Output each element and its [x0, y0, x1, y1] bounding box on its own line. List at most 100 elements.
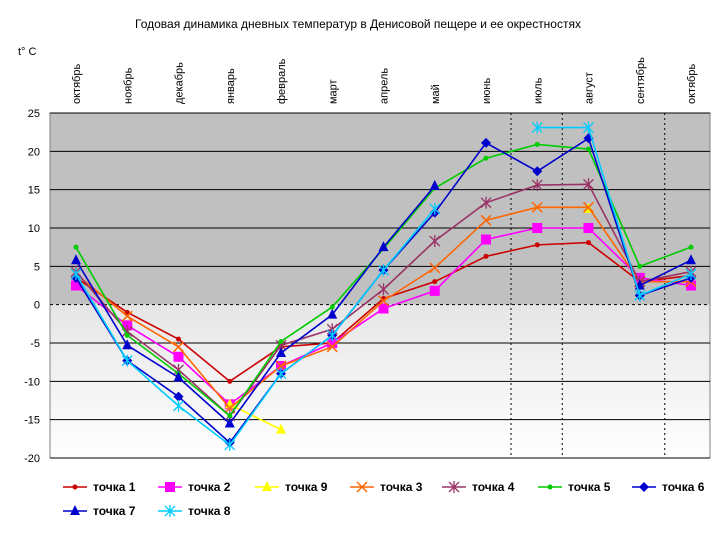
- data-point: [688, 244, 694, 250]
- data-point: [329, 304, 335, 310]
- series-точка-7: [71, 179, 696, 428]
- data-point: [71, 254, 81, 265]
- month-label: октябрь: [71, 64, 83, 104]
- data-point: [534, 242, 540, 248]
- data-point: [377, 295, 390, 307]
- legend-label: точка 3: [380, 480, 423, 494]
- data-point: [224, 438, 236, 451]
- data-point: [173, 371, 184, 382]
- data-point: [429, 235, 441, 248]
- data-point: [586, 240, 591, 246]
- data-point: [583, 223, 594, 233]
- data-point: [326, 329, 338, 342]
- data-point: [122, 339, 133, 350]
- y-tick-label: 5: [34, 261, 40, 273]
- data-point: [480, 214, 492, 226]
- y-tick-label: 15: [28, 185, 40, 197]
- data-point: [70, 268, 82, 280]
- data-point: [173, 391, 184, 402]
- data-point: [224, 417, 235, 428]
- month-label: февраль: [276, 58, 288, 104]
- series-line: [229, 403, 282, 431]
- series-line: [75, 185, 436, 425]
- data-point: [686, 254, 696, 265]
- data-point: [483, 155, 489, 161]
- data-point: [262, 481, 272, 491]
- data-point: [327, 308, 338, 319]
- legend-label: точка 9: [285, 480, 328, 494]
- data-point: [326, 341, 338, 353]
- y-tick-label: 10: [28, 223, 40, 235]
- data-point: [634, 289, 646, 302]
- month-label: декабрь: [174, 62, 186, 104]
- data-point: [73, 244, 79, 250]
- month-labels: октябрь ноябрь декабрь январь февраль март апр…: [71, 57, 698, 104]
- month-label: ноябрь: [122, 67, 134, 104]
- data-point: [275, 360, 287, 372]
- y-axis-label: t° C: [18, 46, 37, 58]
- data-point: [685, 268, 697, 280]
- data-point: [378, 264, 389, 277]
- data-point: [532, 166, 543, 177]
- month-label: июнь: [481, 78, 493, 104]
- month-label: сентябрь: [635, 57, 647, 104]
- data-point: [480, 196, 492, 209]
- data-point: [586, 146, 591, 152]
- data-point: [276, 346, 286, 357]
- data-point: [481, 137, 491, 148]
- legend-label: точка 5: [568, 480, 611, 494]
- data-point: [165, 482, 175, 492]
- y-tick-label: 0: [34, 300, 40, 312]
- legend-item: точка 5: [538, 480, 611, 494]
- data-point: [448, 481, 460, 493]
- month-label: октябрь: [686, 64, 698, 104]
- data-point: [173, 351, 184, 362]
- month-label: январь: [225, 68, 237, 104]
- data-point: [70, 505, 80, 515]
- data-point: [429, 179, 440, 190]
- legend-item: точка 8: [158, 504, 231, 518]
- data-point: [176, 336, 181, 342]
- month-label: март: [327, 79, 339, 104]
- legend-item: точка 1: [63, 480, 136, 494]
- series-точка-8: [70, 121, 697, 451]
- series-line: [75, 208, 436, 447]
- data-point: [429, 202, 441, 215]
- data-point: [173, 399, 184, 412]
- data-point: [429, 262, 441, 274]
- legend-item: точка 3: [350, 480, 423, 494]
- chart-title: Годовая динамика дневных температур в Де…: [135, 17, 581, 31]
- data-point: [327, 338, 338, 348]
- data-point: [483, 253, 489, 259]
- data-point: [227, 378, 233, 384]
- data-point: [686, 280, 696, 291]
- data-point: [432, 279, 438, 285]
- month-label: август: [584, 72, 596, 104]
- data-point: [429, 285, 440, 296]
- legend-label: точка 6: [662, 480, 705, 494]
- data-point: [278, 338, 284, 344]
- series-line: [537, 126, 692, 297]
- y-tick-label: -20: [24, 453, 40, 465]
- data-point: [534, 141, 540, 147]
- data-point: [378, 241, 389, 252]
- data-point: [227, 413, 233, 419]
- y-axis-ticks: 25 20 15 10 5 0 -5 -10 -15 -20: [24, 108, 40, 465]
- data-point: [378, 303, 389, 314]
- data-point: [72, 484, 78, 490]
- data-point: [71, 280, 81, 291]
- data-point: [532, 223, 543, 233]
- legend-label: точка 1: [93, 480, 136, 494]
- data-point: [547, 484, 553, 490]
- month-label: апрель: [379, 68, 391, 104]
- data-point: [637, 263, 643, 269]
- month-label: июль: [532, 77, 544, 104]
- data-point: [121, 310, 133, 322]
- data-point: [164, 505, 176, 517]
- legend-item: точка 9: [255, 480, 328, 494]
- data-point: [121, 354, 133, 367]
- series-lines: [70, 121, 697, 451]
- data-point: [582, 201, 595, 213]
- data-point: [583, 178, 594, 191]
